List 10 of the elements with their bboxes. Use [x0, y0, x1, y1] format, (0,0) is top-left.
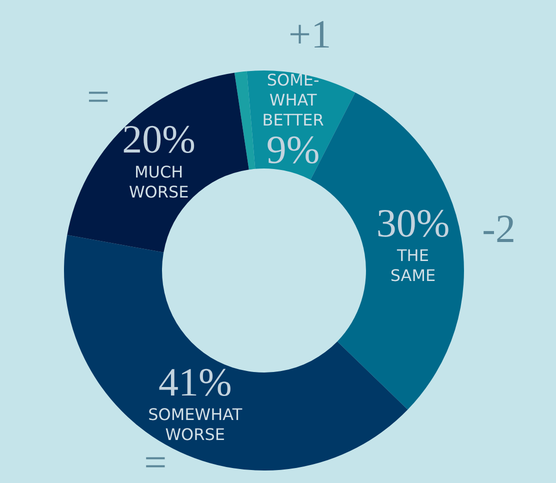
text: +1 [288, 11, 332, 56]
data-label: 41% [158, 359, 232, 404]
data-label: 30% [376, 200, 450, 246]
data-label: 9% [266, 126, 320, 172]
slice-label: SOME- WHAT BETTER [262, 70, 324, 130]
slice-label: MUCH WORSE [128, 162, 189, 202]
data-label: 20% [122, 116, 196, 162]
text: -2 [482, 206, 516, 252]
slice-label: THE SAME [390, 246, 436, 286]
text: = [86, 74, 110, 120]
